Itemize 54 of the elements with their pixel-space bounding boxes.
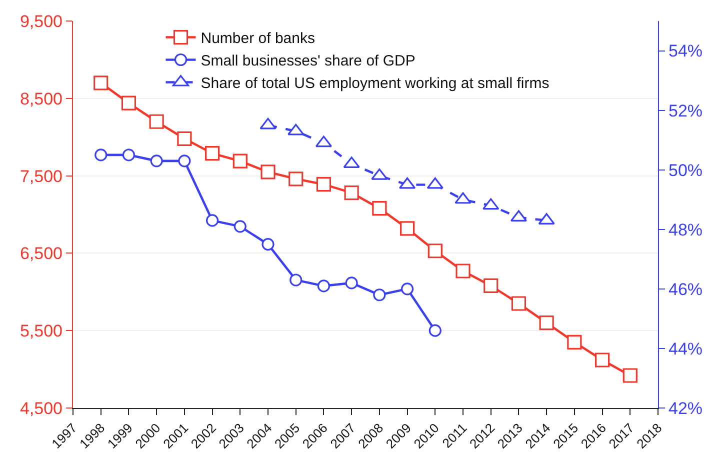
y-tick-label: 5,500 bbox=[20, 322, 62, 341]
y2-tick-label: 46% bbox=[668, 280, 703, 299]
y-tick-label: 7,500 bbox=[20, 166, 62, 186]
point bbox=[400, 282, 414, 296]
point bbox=[260, 118, 276, 130]
point bbox=[150, 154, 163, 168]
point bbox=[149, 114, 164, 129]
point bbox=[204, 146, 220, 161]
point bbox=[344, 186, 359, 200]
point bbox=[345, 276, 358, 290]
legend-label: Number of banks bbox=[200, 30, 315, 48]
point bbox=[262, 238, 274, 251]
point bbox=[482, 198, 500, 210]
y-tick-label: 9,500 bbox=[20, 12, 62, 31]
point bbox=[234, 220, 246, 233]
point bbox=[428, 324, 442, 337]
point bbox=[622, 368, 638, 383]
point bbox=[94, 76, 108, 90]
point bbox=[539, 316, 554, 330]
point bbox=[121, 96, 136, 110]
point bbox=[454, 192, 472, 204]
point bbox=[428, 244, 442, 258]
y2-tick-label: 54% bbox=[668, 42, 703, 61]
legend-label: Share of total US employment working at small firms bbox=[200, 75, 550, 92]
legend-label: Small businesses' share of GDP bbox=[200, 52, 416, 70]
y2-tick-label: 52% bbox=[668, 101, 703, 120]
point bbox=[177, 131, 192, 146]
y-tick-label: 6,500 bbox=[20, 244, 62, 264]
point bbox=[400, 221, 415, 236]
point bbox=[232, 154, 248, 168]
point bbox=[317, 280, 330, 292]
point bbox=[206, 214, 219, 227]
point bbox=[178, 154, 191, 168]
point bbox=[484, 278, 498, 294]
y2-tick-label: 44% bbox=[668, 339, 703, 358]
point bbox=[372, 201, 387, 216]
y2-tick-label: 42% bbox=[668, 398, 703, 418]
y-tick-label: 8,500 bbox=[20, 89, 62, 108]
point bbox=[94, 148, 108, 162]
point bbox=[316, 177, 332, 192]
point bbox=[426, 177, 444, 189]
point bbox=[122, 148, 136, 162]
point bbox=[260, 164, 276, 180]
point bbox=[373, 288, 386, 302]
point bbox=[288, 172, 304, 186]
point bbox=[456, 264, 470, 278]
point bbox=[511, 296, 526, 311]
y2-tick-label: 50% bbox=[668, 160, 703, 180]
y-tick-label: 4,500 bbox=[20, 398, 62, 418]
y2-tick-label: 48% bbox=[668, 220, 703, 240]
point bbox=[567, 334, 582, 350]
point bbox=[288, 124, 304, 136]
point bbox=[594, 352, 610, 368]
point bbox=[290, 274, 302, 286]
